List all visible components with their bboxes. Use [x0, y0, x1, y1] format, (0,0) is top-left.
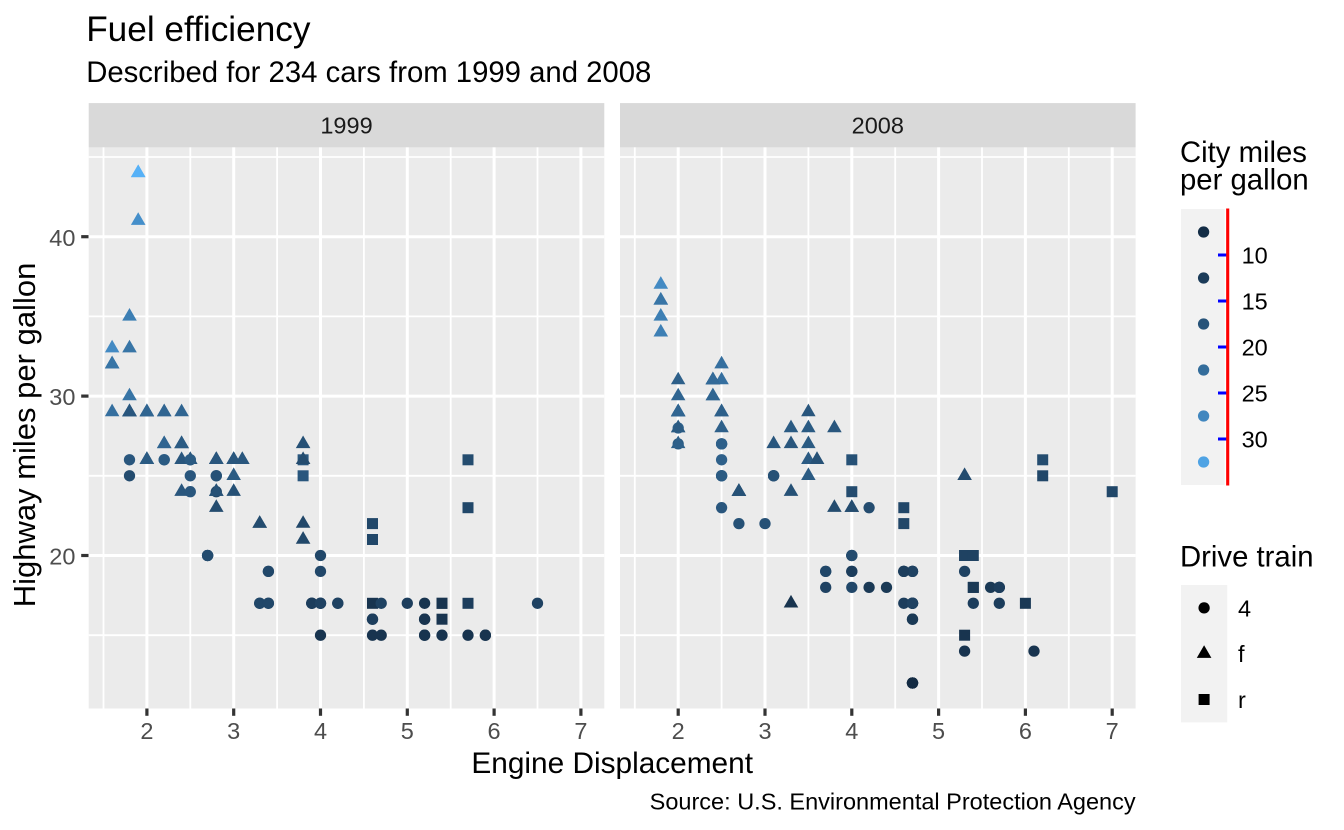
svg-text:7: 7: [574, 718, 587, 744]
svg-text:Source: U.S. Environmental Pro: Source: U.S. Environmental Protection Ag…: [650, 789, 1136, 815]
svg-text:30: 30: [49, 384, 75, 410]
svg-text:Highway miles per gallon: Highway miles per gallon: [7, 263, 42, 608]
svg-text:f: f: [1238, 641, 1245, 667]
svg-text:r: r: [1238, 687, 1246, 713]
svg-text:5: 5: [401, 718, 414, 744]
svg-text:5: 5: [932, 718, 945, 744]
svg-text:Described for 234 cars from 19: Described for 234 cars from 1999 and 200…: [86, 56, 651, 89]
svg-text:3: 3: [758, 718, 771, 744]
svg-text:4: 4: [314, 718, 327, 744]
svg-text:7: 7: [1106, 718, 1119, 744]
svg-text:2: 2: [672, 718, 685, 744]
svg-text:Drive train: Drive train: [1180, 541, 1314, 574]
svg-text:2008: 2008: [852, 113, 904, 139]
svg-text:1999: 1999: [320, 113, 372, 139]
svg-text:per gallon: per gallon: [1180, 164, 1309, 197]
svg-text:20: 20: [49, 544, 75, 570]
svg-text:2: 2: [140, 718, 153, 744]
svg-text:10: 10: [1242, 242, 1268, 268]
svg-text:3: 3: [227, 718, 240, 744]
svg-text:City miles: City miles: [1180, 136, 1307, 169]
svg-text:4: 4: [845, 718, 858, 744]
svg-text:Engine Displacement: Engine Displacement: [471, 747, 753, 780]
svg-text:Fuel efficiency: Fuel efficiency: [86, 10, 311, 49]
svg-text:40: 40: [49, 225, 75, 251]
svg-text:4: 4: [1238, 595, 1251, 621]
svg-text:6: 6: [488, 718, 501, 744]
svg-text:6: 6: [1019, 718, 1032, 744]
svg-text:20: 20: [1242, 334, 1268, 360]
svg-text:15: 15: [1242, 288, 1268, 314]
svg-text:30: 30: [1242, 426, 1268, 452]
svg-text:25: 25: [1242, 380, 1268, 406]
